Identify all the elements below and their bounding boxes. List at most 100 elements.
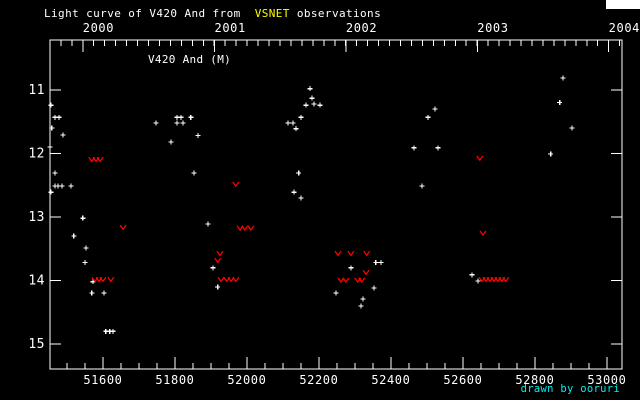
observation-point	[378, 260, 384, 266]
mag-axis-ticks	[50, 89, 622, 345]
upper-limit-marker	[342, 277, 350, 284]
upper-limit-marker	[476, 155, 484, 162]
observation-point	[291, 189, 297, 195]
observation-point	[188, 114, 194, 120]
observation-point	[317, 102, 323, 108]
observation-point	[411, 145, 417, 151]
observation-point	[298, 195, 304, 201]
observation-point	[557, 100, 563, 106]
mag-tick-label: 15	[28, 337, 45, 352]
observation-point	[425, 114, 431, 120]
upper-limit-marker	[479, 230, 487, 237]
observation-point	[48, 102, 54, 108]
upper-limit-marker	[241, 225, 249, 232]
upper-limit-marker	[502, 276, 510, 283]
year-tick-label: 2004	[609, 21, 640, 35]
jd-tick-label: 52400	[371, 373, 410, 387]
jd-axis-labels: 51600 51800 52000 52200 52400 52600 52800 53000	[83, 373, 626, 387]
jd-axis-ticks	[66, 357, 608, 369]
observation-point	[191, 170, 197, 176]
upper-limit-marker	[216, 250, 224, 257]
mag-tick-label: 13	[28, 210, 45, 225]
observation-point	[358, 303, 364, 309]
observation-point	[307, 86, 313, 92]
star-designation-label: V420 And (M)	[148, 53, 232, 66]
observation-point	[60, 132, 66, 138]
upper-limit-marker	[232, 181, 240, 188]
observation-point	[303, 102, 309, 108]
observation-point	[68, 183, 74, 189]
observation-point	[56, 114, 62, 120]
upper-limit-marker	[119, 224, 127, 231]
upper-limit-marker	[362, 269, 370, 276]
year-tick-label: 2001	[215, 21, 246, 35]
upper-limit-marker	[107, 276, 115, 283]
observation-point	[432, 106, 438, 112]
year-tick-label: 2002	[346, 21, 377, 35]
upper-limit-marker	[217, 276, 225, 283]
window-corner-artifact	[606, 0, 640, 9]
observation-point	[168, 139, 174, 145]
year-tick-label: 2003	[477, 21, 508, 35]
observation-point	[475, 278, 481, 284]
mag-tick-label: 11	[28, 83, 45, 98]
observation-point	[285, 120, 291, 126]
fainter-than-upper-limits-series	[88, 155, 510, 284]
observation-point	[83, 245, 89, 251]
jd-tick-label: 51600	[83, 373, 122, 387]
observation-point	[52, 170, 58, 176]
observation-point	[210, 265, 216, 271]
observation-point	[373, 260, 379, 266]
observation-point	[333, 290, 339, 296]
jd-tick-label: 52200	[299, 373, 338, 387]
title-prefix: Light curve of V420 And from	[44, 7, 255, 20]
observation-point	[569, 125, 575, 131]
observation-point	[298, 114, 304, 120]
observation-point	[469, 272, 475, 278]
observation-point	[180, 120, 186, 126]
year-tick-label: 2000	[83, 21, 114, 35]
upper-limit-marker	[337, 277, 345, 284]
observations-series	[47, 75, 575, 334]
observation-point	[49, 125, 55, 131]
mag-tick-label: 12	[28, 146, 45, 161]
observation-point	[82, 260, 88, 266]
observation-point	[419, 183, 425, 189]
observation-point	[296, 170, 302, 176]
observation-point	[360, 296, 366, 302]
mag-tick-label: 14	[28, 273, 45, 288]
jd-tick-label: 53000	[587, 373, 626, 387]
title-suffix: observations	[289, 7, 382, 20]
plot-border	[49, 39, 623, 370]
observation-point	[71, 233, 77, 239]
title-vsnet-highlight: VSNET	[254, 7, 290, 20]
observation-point	[290, 120, 296, 126]
observation-point	[293, 126, 299, 132]
observation-point	[311, 101, 317, 107]
observation-point	[48, 189, 54, 195]
observation-point	[178, 114, 184, 120]
observation-point	[205, 221, 211, 227]
upper-limit-marker	[99, 276, 107, 283]
observation-point	[371, 285, 377, 291]
observation-point	[101, 290, 107, 296]
upper-limit-marker	[334, 250, 342, 257]
upper-limit-marker	[347, 250, 355, 257]
jd-tick-label: 52800	[515, 373, 554, 387]
observation-point	[174, 120, 180, 126]
upper-limit-marker	[358, 277, 366, 284]
credit-text: drawn by ooruri	[520, 383, 620, 395]
upper-limit-marker	[232, 276, 240, 283]
jd-tick-label: 52000	[227, 373, 266, 387]
upper-limit-marker	[363, 250, 371, 257]
jd-tick-label: 52600	[443, 373, 482, 387]
upper-limit-marker	[247, 225, 255, 232]
observation-point	[47, 144, 53, 150]
observation-point	[435, 145, 441, 151]
year-axis-ticks	[60, 40, 621, 52]
observation-point	[59, 183, 65, 189]
upper-limit-marker	[214, 257, 222, 264]
jd-tick-label: 51800	[155, 373, 194, 387]
observation-point	[348, 265, 354, 271]
